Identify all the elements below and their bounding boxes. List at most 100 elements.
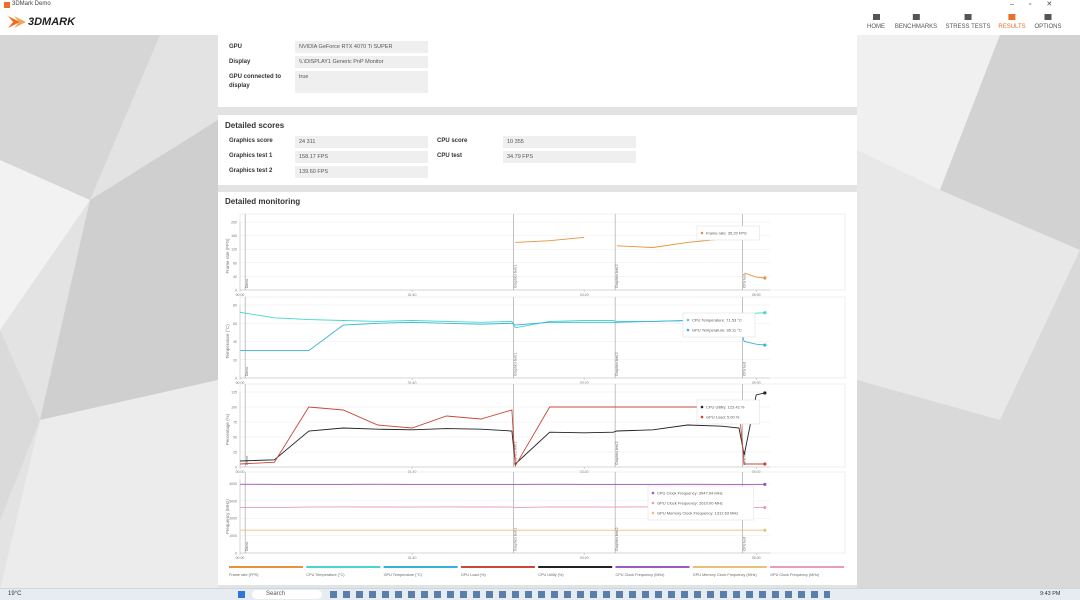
y-tick-label: 125 — [231, 391, 237, 395]
score-label: Graphics score — [229, 138, 273, 144]
y-tick-label: 80 — [233, 261, 237, 265]
taskbar-icons[interactable] — [330, 591, 830, 598]
info-label: GPU connected to display — [229, 74, 282, 89]
search-box[interactable]: Search — [252, 590, 322, 599]
y-tick-label: 2000 — [229, 517, 237, 521]
bg-shape — [0, 330, 40, 520]
y-tick-label: 40 — [233, 340, 237, 344]
test-marker-label: CPU test — [742, 451, 746, 465]
window-title: 3DMark Demo — [12, 1, 51, 7]
score-value: 24 311 — [295, 136, 428, 148]
taskbar: 19°C Search 9:43 PM — [0, 588, 1080, 600]
y-axis-label: Frame rate (FPS) — [225, 238, 230, 274]
nav-icon — [1044, 14, 1052, 20]
legend-label: CPU Utility (%) — [538, 573, 564, 577]
legend-swatch — [615, 566, 690, 568]
start-button[interactable] — [238, 591, 245, 598]
y-tick-label: 4000 — [229, 482, 237, 486]
tooltip-text: GPU Memory Clock Frequency: 1312.63 MHz — [657, 511, 738, 516]
series-end-point — [763, 343, 767, 347]
x-tick-label: 00:00 — [236, 556, 245, 560]
series-end-point — [763, 482, 767, 486]
series-end-point — [763, 276, 767, 280]
info-label: GPU — [229, 44, 243, 50]
y-axis-label: Frequency (MHz) — [225, 499, 230, 534]
app-icon — [4, 2, 10, 8]
tooltip-box — [647, 485, 754, 521]
y-tick-label: 120 — [231, 248, 237, 252]
series-end-point — [763, 528, 767, 532]
tooltip-text: CPU Utility: 123.42 % — [706, 405, 745, 410]
nav-icon — [964, 14, 972, 20]
panel-title: Detailed scores — [225, 121, 285, 130]
bg-shape — [940, 35, 1080, 250]
x-tick-label: 01:40 — [408, 381, 417, 385]
x-tick-label: 00:00 — [236, 381, 245, 385]
test-marker-label: Graphics test 1 — [514, 527, 518, 551]
legend-label: CPU Clock Frequency (MHz) — [616, 573, 666, 577]
y-tick-label: 25 — [233, 451, 237, 455]
test-marker-label: CPU test — [742, 537, 746, 551]
score-value: 10 355 — [503, 136, 636, 148]
nav-item[interactable]: HOME — [867, 14, 885, 30]
logo-mark — [8, 16, 26, 28]
tooltip-dot — [686, 318, 690, 322]
x-tick-label: 03:20 — [580, 556, 589, 560]
y-tick-label: 0 — [235, 466, 237, 470]
legend-label: GPU Load (%) — [461, 573, 486, 577]
tooltip: CPU Utility: 123.42 % GPU Load: 5.00 % — [696, 399, 760, 425]
y-tick-label: 75 — [233, 421, 237, 425]
score-label: CPU test — [437, 153, 463, 159]
tooltip-box — [696, 399, 760, 425]
nav-item[interactable]: OPTIONS — [1034, 14, 1062, 30]
legend-swatch — [306, 566, 381, 568]
y-tick-label: 100 — [231, 406, 237, 410]
score-label: Graphics test 2 — [229, 168, 273, 174]
tooltip: CPU Temperature: 71.53 °C GPU Temperature… — [682, 312, 756, 338]
bg-shape — [857, 35, 1000, 190]
series-line — [239, 406, 765, 468]
bg-shape — [0, 35, 160, 200]
info-value: NVIDIA GeForce RTX 4070 Ti SUPER — [295, 41, 428, 53]
legend-swatch — [460, 566, 535, 568]
nav-item[interactable]: RESULTS — [998, 14, 1026, 30]
tooltip-dot — [651, 511, 655, 515]
nav-item[interactable]: STRESS TESTS — [946, 14, 990, 30]
tooltip: Frame rate: 35.20 FPS — [696, 225, 760, 241]
series-end-point — [763, 462, 767, 466]
bg-shape — [0, 160, 90, 330]
tooltip-text: CPU Clock Frequency: 3947.94 MHz — [657, 491, 723, 496]
y-tick-label: 40 — [233, 275, 237, 279]
legend-label: GPU Temperature (°C) — [384, 573, 423, 577]
y-tick-label: 0 — [235, 377, 237, 381]
title-bar: 3DMark Demo –▫✕ — [0, 0, 1080, 10]
y-axis-label: Percentage (%) — [225, 413, 230, 445]
nav-icon — [872, 14, 880, 20]
y-tick-label: 50 — [233, 436, 237, 440]
y-tick-label: 80 — [233, 304, 237, 308]
tooltip-box — [682, 312, 756, 338]
nav-item[interactable]: BENCHMARKS — [895, 14, 937, 30]
legend-swatch — [538, 566, 613, 568]
test-marker-label: Demo — [245, 367, 249, 376]
info-value: true — [295, 71, 428, 93]
logo-text: 3DMARK — [28, 16, 76, 28]
test-marker-label: Demo — [245, 279, 249, 288]
test-marker-label: Graphics test 2 — [615, 441, 619, 465]
legend-label: Frame rate (FPS) — [229, 573, 259, 577]
tooltip-text: GPU Load: 5.00 % — [706, 415, 740, 420]
info-value: \\.\DISPLAY1 Generic PnP Monitor — [295, 56, 428, 68]
score-value: 139.60 FPS — [295, 166, 428, 178]
tooltip-text: GPU Temperature: 36.11 °C — [692, 328, 742, 333]
weather[interactable]: 19°C — [8, 591, 22, 597]
panel-title: Detailed monitoring — [225, 197, 301, 206]
tooltip-text: GPU Clock Frequency: 2610.00 MHz — [657, 501, 723, 506]
window-controls[interactable]: –▫✕ — [1010, 1, 1068, 8]
x-tick-label: 00:00 — [236, 293, 245, 297]
logo-chevron — [8, 16, 20, 28]
series-end-point — [763, 506, 767, 510]
tooltip-dot — [700, 231, 704, 235]
y-tick-label: 3000 — [229, 499, 237, 503]
